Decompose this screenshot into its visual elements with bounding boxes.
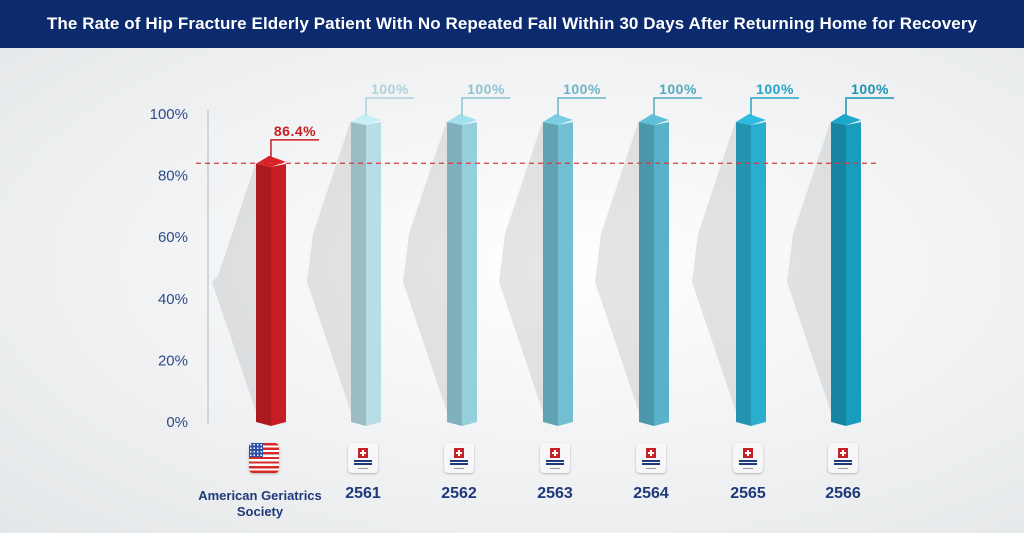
x-label-2562: 2562 [441, 485, 477, 502]
bangkok-hospital-logo [828, 443, 858, 473]
bar-top [256, 155, 286, 167]
bar-face-left [351, 122, 366, 426]
x-label-2565: 2565 [730, 485, 766, 502]
bangkok-hospital-logo [348, 443, 378, 473]
value-label: 100% [756, 81, 794, 97]
bangkok-hospital-logo [444, 443, 474, 473]
bar-shadows [212, 120, 831, 412]
us-flag-icon [249, 443, 279, 473]
value-label: 100% [467, 81, 505, 97]
bar-shadow [595, 120, 639, 412]
y-tick-label: 0% [166, 414, 188, 431]
bar-shadow [499, 120, 543, 412]
value-label: 86.4% [274, 123, 316, 139]
x-label-2563: 2563 [537, 485, 573, 502]
bar-face-left [736, 122, 751, 426]
bangkok-hospital-logo [540, 443, 570, 473]
bar-face-left [639, 122, 654, 426]
y-tick-label: 40% [158, 291, 188, 308]
value-leader-line [461, 97, 510, 116]
bar-top [351, 114, 381, 125]
chart-title: The Rate of Hip Fracture Elderly Patient… [46, 14, 978, 33]
bangkok-hospital-logo [636, 443, 666, 473]
bar [736, 114, 766, 426]
value-label: 100% [563, 81, 601, 97]
bar-face-left [831, 122, 846, 426]
bar-face-right [462, 122, 477, 426]
y-tick-label: 20% [158, 352, 188, 369]
bar-face-right [271, 163, 286, 426]
value-leader-line [750, 97, 799, 116]
bar-chart: 0% 20% 40% 60% 80% 100% 86.4% 100% 100% 100% 100%… [150, 81, 894, 431]
x-label-2561: 2561 [345, 485, 381, 502]
bar-shadow [692, 120, 736, 412]
bar-top [639, 114, 669, 125]
title-bar: The Rate of Hip Fracture Elderly Patient… [0, 0, 1024, 48]
bar-face-right [654, 122, 669, 426]
value-label: 100% [851, 81, 889, 97]
value-label: 100% [659, 81, 697, 97]
bar [639, 114, 669, 426]
value-leader-line [365, 97, 414, 116]
bar-shadow [307, 120, 351, 412]
bar-face-left [447, 122, 462, 426]
y-tick-label: 60% [158, 229, 188, 246]
value-leader-line [845, 97, 894, 116]
y-tick-label: 100% [150, 106, 188, 123]
value-leader-line [557, 97, 606, 116]
x-label-american-geriatrics-society: American Geriatrics Society [190, 488, 330, 520]
x-label-line-1: American Geriatrics [198, 488, 322, 503]
bars [256, 114, 861, 426]
bar-top [543, 114, 573, 125]
bar [447, 114, 477, 426]
bar-top [736, 114, 766, 125]
value-labels: 86.4% 100% 100% 100% 100% 100% 100% [270, 81, 894, 158]
value-label: 100% [371, 81, 409, 97]
bar [543, 114, 573, 426]
bar-face-right [558, 122, 573, 426]
chart-area: 0% 20% 40% 60% 80% 100% 86.4% 100% 100% 100% 100%… [0, 48, 1024, 533]
x-label-line-2: Society [236, 504, 284, 519]
bar-shadow [403, 120, 447, 412]
bar-face-right [751, 122, 766, 426]
value-leader-line [653, 97, 702, 116]
y-tick-label: 80% [158, 168, 188, 185]
bar [831, 114, 861, 426]
bar [256, 155, 286, 426]
y-axis-ticks: 0% 20% 40% 60% 80% 100% [150, 106, 188, 431]
bangkok-hospital-logo [733, 443, 763, 473]
bar-face-left [543, 122, 558, 426]
bar [351, 114, 381, 426]
x-label-2566: 2566 [825, 485, 861, 502]
bar-top [831, 114, 861, 125]
bar-top [447, 114, 477, 125]
bar-shadow [212, 161, 256, 412]
bar-face-left [256, 163, 271, 426]
value-leader-line [270, 139, 319, 158]
bar-face-right [846, 122, 861, 426]
x-label-2564: 2564 [633, 485, 669, 502]
bar-shadow [787, 120, 831, 412]
bar-face-right [366, 122, 381, 426]
